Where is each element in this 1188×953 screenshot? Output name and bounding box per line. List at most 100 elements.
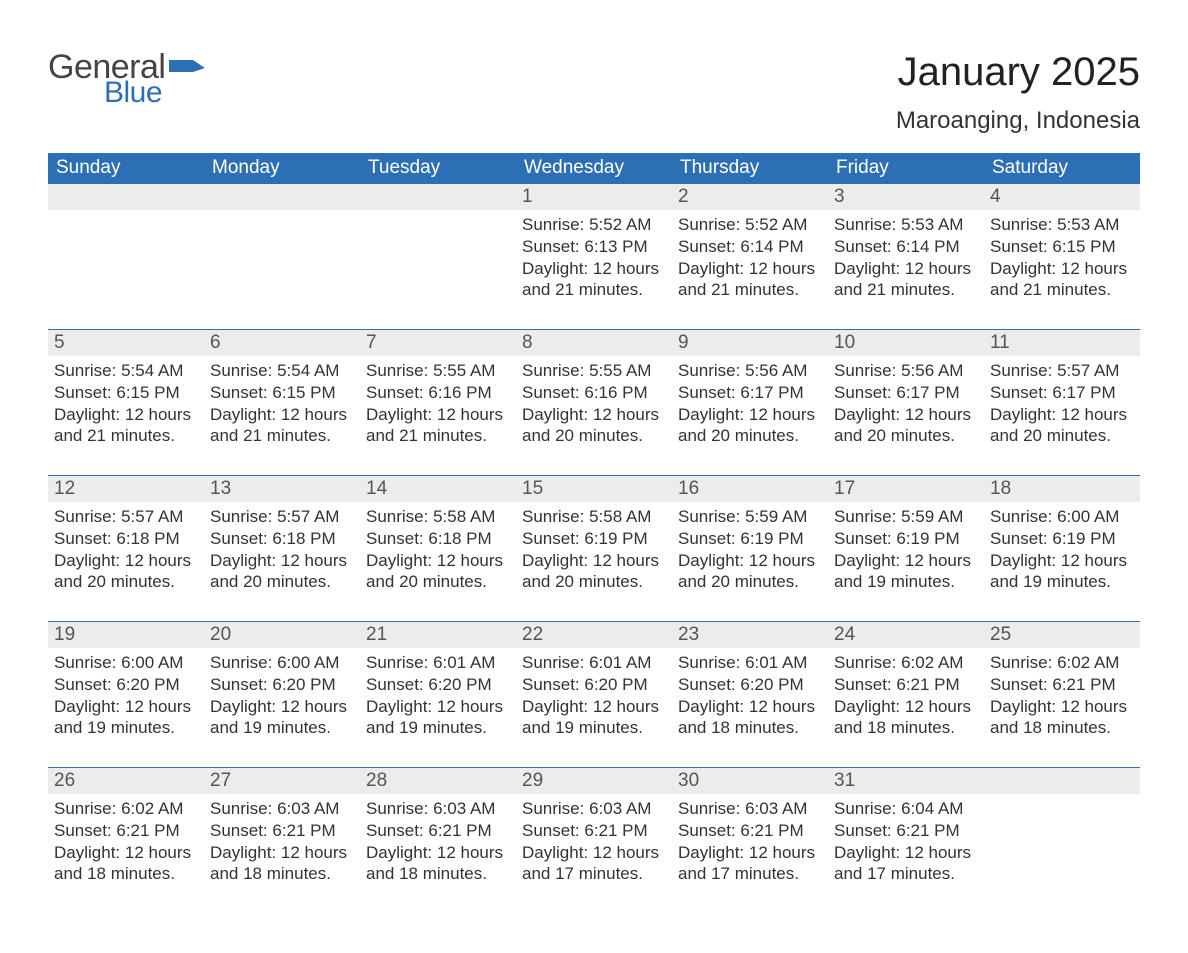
daylight-text: Daylight: 12 hours and 17 minutes. [678, 842, 822, 886]
day-number: 6 [204, 330, 360, 356]
day-detail: Sunrise: 6:01 AMSunset: 6:20 PMDaylight:… [360, 648, 516, 767]
daylight-text: Daylight: 12 hours and 21 minutes. [834, 258, 978, 302]
daylight-text: Daylight: 12 hours and 19 minutes. [54, 696, 198, 740]
day-detail: Sunrise: 6:03 AMSunset: 6:21 PMDaylight:… [204, 794, 360, 913]
daylight-text: Daylight: 12 hours and 20 minutes. [678, 550, 822, 594]
daylight-text: Daylight: 12 hours and 20 minutes. [522, 550, 666, 594]
sunrise-text: Sunrise: 5:57 AM [54, 506, 198, 528]
sunrise-text: Sunrise: 6:00 AM [210, 652, 354, 674]
day-number: 1 [516, 184, 672, 210]
day-detail: Sunrise: 5:58 AMSunset: 6:18 PMDaylight:… [360, 502, 516, 621]
logo-text: General Blue [48, 50, 165, 108]
week-row: 567891011Sunrise: 5:54 AMSunset: 6:15 PM… [48, 329, 1140, 475]
weekday-header: Saturday [984, 153, 1140, 184]
sunrise-text: Sunrise: 6:02 AM [54, 798, 198, 820]
day-number: 26 [48, 768, 204, 794]
day-number: 17 [828, 476, 984, 502]
day-detail: Sunrise: 6:02 AMSunset: 6:21 PMDaylight:… [48, 794, 204, 913]
sunrise-text: Sunrise: 5:57 AM [990, 360, 1134, 382]
sunset-text: Sunset: 6:21 PM [834, 820, 978, 842]
sunrise-text: Sunrise: 6:00 AM [54, 652, 198, 674]
day-detail: Sunrise: 6:03 AMSunset: 6:21 PMDaylight:… [672, 794, 828, 913]
sunrise-text: Sunrise: 6:02 AM [834, 652, 978, 674]
day-number: 7 [360, 330, 516, 356]
sunset-text: Sunset: 6:18 PM [54, 528, 198, 550]
day-detail: Sunrise: 6:02 AMSunset: 6:21 PMDaylight:… [828, 648, 984, 767]
day-number: 27 [204, 768, 360, 794]
day-detail: Sunrise: 6:03 AMSunset: 6:21 PMDaylight:… [360, 794, 516, 913]
sunset-text: Sunset: 6:18 PM [366, 528, 510, 550]
daylight-text: Daylight: 12 hours and 19 minutes. [366, 696, 510, 740]
sunrise-text: Sunrise: 5:53 AM [834, 214, 978, 236]
sunrise-text: Sunrise: 5:56 AM [678, 360, 822, 382]
day-number [360, 184, 516, 210]
day-number: 18 [984, 476, 1140, 502]
day-number: 2 [672, 184, 828, 210]
day-detail: Sunrise: 5:52 AMSunset: 6:14 PMDaylight:… [672, 210, 828, 329]
sunset-text: Sunset: 6:20 PM [366, 674, 510, 696]
sunset-text: Sunset: 6:17 PM [678, 382, 822, 404]
day-number: 28 [360, 768, 516, 794]
sunset-text: Sunset: 6:20 PM [678, 674, 822, 696]
weekday-header: Friday [828, 153, 984, 184]
calendar-grid: Sunday Monday Tuesday Wednesday Thursday… [48, 153, 1140, 913]
daylight-text: Daylight: 12 hours and 21 minutes. [54, 404, 198, 448]
day-detail: Sunrise: 5:55 AMSunset: 6:16 PMDaylight:… [360, 356, 516, 475]
day-number: 5 [48, 330, 204, 356]
title-block: January 2025 Maroanging, Indonesia [896, 50, 1140, 135]
day-detail [360, 210, 516, 329]
daylight-text: Daylight: 12 hours and 21 minutes. [678, 258, 822, 302]
day-detail: Sunrise: 5:55 AMSunset: 6:16 PMDaylight:… [516, 356, 672, 475]
day-detail: Sunrise: 5:58 AMSunset: 6:19 PMDaylight:… [516, 502, 672, 621]
page-title: January 2025 [896, 50, 1140, 95]
daylight-text: Daylight: 12 hours and 20 minutes. [678, 404, 822, 448]
sunrise-text: Sunrise: 5:54 AM [54, 360, 198, 382]
sunset-text: Sunset: 6:21 PM [834, 674, 978, 696]
day-number: 12 [48, 476, 204, 502]
sunset-text: Sunset: 6:15 PM [990, 236, 1134, 258]
day-detail: Sunrise: 5:54 AMSunset: 6:15 PMDaylight:… [48, 356, 204, 475]
day-number: 8 [516, 330, 672, 356]
day-number [48, 184, 204, 210]
sunrise-text: Sunrise: 5:59 AM [834, 506, 978, 528]
day-number: 22 [516, 622, 672, 648]
daylight-text: Daylight: 12 hours and 20 minutes. [366, 550, 510, 594]
day-number: 4 [984, 184, 1140, 210]
day-detail [48, 210, 204, 329]
day-number: 21 [360, 622, 516, 648]
sunset-text: Sunset: 6:19 PM [522, 528, 666, 550]
daylight-text: Daylight: 12 hours and 17 minutes. [834, 842, 978, 886]
daylight-text: Daylight: 12 hours and 19 minutes. [522, 696, 666, 740]
weekday-header: Tuesday [360, 153, 516, 184]
sunrise-text: Sunrise: 6:01 AM [522, 652, 666, 674]
day-number: 15 [516, 476, 672, 502]
day-detail: Sunrise: 5:52 AMSunset: 6:13 PMDaylight:… [516, 210, 672, 329]
day-number: 25 [984, 622, 1140, 648]
sunrise-text: Sunrise: 5:55 AM [522, 360, 666, 382]
day-detail: Sunrise: 5:59 AMSunset: 6:19 PMDaylight:… [672, 502, 828, 621]
sunrise-text: Sunrise: 5:55 AM [366, 360, 510, 382]
week-row: 262728293031Sunrise: 6:02 AMSunset: 6:21… [48, 767, 1140, 913]
day-detail: Sunrise: 6:00 AMSunset: 6:19 PMDaylight:… [984, 502, 1140, 621]
sunset-text: Sunset: 6:20 PM [210, 674, 354, 696]
day-number: 16 [672, 476, 828, 502]
sunrise-text: Sunrise: 5:52 AM [678, 214, 822, 236]
weekday-header: Sunday [48, 153, 204, 184]
daylight-text: Daylight: 12 hours and 17 minutes. [522, 842, 666, 886]
day-number [984, 768, 1140, 794]
day-number: 29 [516, 768, 672, 794]
weeks-container: 1234Sunrise: 5:52 AMSunset: 6:13 PMDayli… [48, 184, 1140, 913]
day-detail: Sunrise: 6:01 AMSunset: 6:20 PMDaylight:… [672, 648, 828, 767]
day-detail: Sunrise: 6:04 AMSunset: 6:21 PMDaylight:… [828, 794, 984, 913]
sunrise-text: Sunrise: 6:04 AM [834, 798, 978, 820]
sunset-text: Sunset: 6:13 PM [522, 236, 666, 258]
daylight-text: Daylight: 12 hours and 19 minutes. [834, 550, 978, 594]
daylight-text: Daylight: 12 hours and 18 minutes. [678, 696, 822, 740]
sunrise-text: Sunrise: 5:54 AM [210, 360, 354, 382]
daylight-text: Daylight: 12 hours and 20 minutes. [834, 404, 978, 448]
sunset-text: Sunset: 6:15 PM [210, 382, 354, 404]
day-number: 24 [828, 622, 984, 648]
sunset-text: Sunset: 6:18 PM [210, 528, 354, 550]
day-detail: Sunrise: 5:53 AMSunset: 6:15 PMDaylight:… [984, 210, 1140, 329]
logo-word-blue: Blue [104, 78, 165, 108]
